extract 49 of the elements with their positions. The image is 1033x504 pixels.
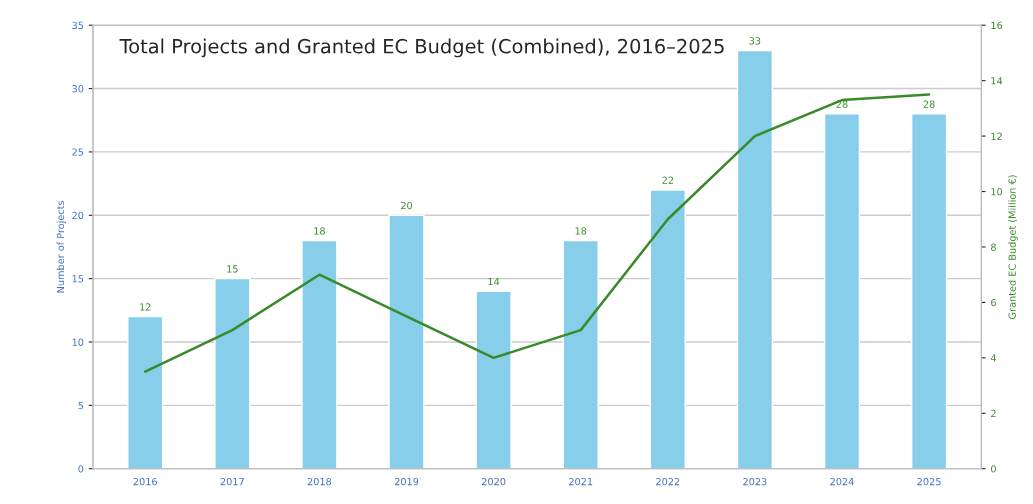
y2-tick-label: 12 xyxy=(991,132,1002,140)
y-axis-title: Number of Projects xyxy=(56,200,67,293)
y2-tick-label: 10 xyxy=(991,188,1003,196)
y-tick-label: 10 xyxy=(72,338,84,346)
y2-axis-title: Granted EC Budget (Million €) xyxy=(1008,175,1018,319)
y2-tick-label: 6 xyxy=(991,298,996,307)
y-tick-label: 25 xyxy=(72,148,84,156)
y-tick-label: 15 xyxy=(72,275,84,283)
data-label: 18 xyxy=(575,227,587,235)
data-label: 22 xyxy=(662,176,674,184)
data-label: 33 xyxy=(749,37,761,45)
data-label: 12 xyxy=(140,303,151,311)
x-tick-label: 2018 xyxy=(307,477,332,486)
y-tick-label: 0 xyxy=(78,465,84,473)
data-label: 18 xyxy=(314,227,325,235)
bar xyxy=(127,315,164,469)
y2-tick-label: 14 xyxy=(991,77,1003,85)
bar xyxy=(214,277,251,469)
bar xyxy=(475,290,512,469)
text: Total Projects and Granted EC Budget (Combined), 2016–2025 xyxy=(119,38,724,58)
x-tick-label: 2020 xyxy=(481,477,506,486)
y-tick-label: 30 xyxy=(72,85,84,93)
bar xyxy=(301,239,338,469)
data-label: 20 xyxy=(401,201,413,210)
x-tick-label: 2025 xyxy=(917,477,941,486)
y-tick-label: 5 xyxy=(78,401,84,410)
x-tick-label: 2022 xyxy=(656,477,680,486)
y-tick-label: 20 xyxy=(72,211,84,220)
x-tick-label: 2021 xyxy=(569,477,593,486)
x-tick-label: 2017 xyxy=(220,477,244,486)
y2-tick-label: 16 xyxy=(991,21,1003,30)
data-label: 14 xyxy=(488,278,500,286)
x-tick-label: 2024 xyxy=(830,477,854,486)
y2-tick-label: 2 xyxy=(991,409,996,417)
bar xyxy=(910,113,948,469)
y2-tick-label: 0 xyxy=(991,465,996,473)
bar xyxy=(562,239,599,469)
x-tick-label: 2019 xyxy=(394,477,419,486)
y2-tick-label: 8 xyxy=(991,243,996,251)
x-tick-label: 2016 xyxy=(133,477,157,486)
y2-tick-label: 4 xyxy=(990,354,997,362)
bar xyxy=(649,189,686,469)
bar xyxy=(823,113,861,469)
data-label: 28 xyxy=(923,100,935,108)
bar xyxy=(388,214,425,469)
bar xyxy=(736,49,774,469)
data-label: 15 xyxy=(227,265,238,273)
x-tick-label: 2023 xyxy=(743,477,767,486)
y-tick-label: 35 xyxy=(72,21,84,30)
